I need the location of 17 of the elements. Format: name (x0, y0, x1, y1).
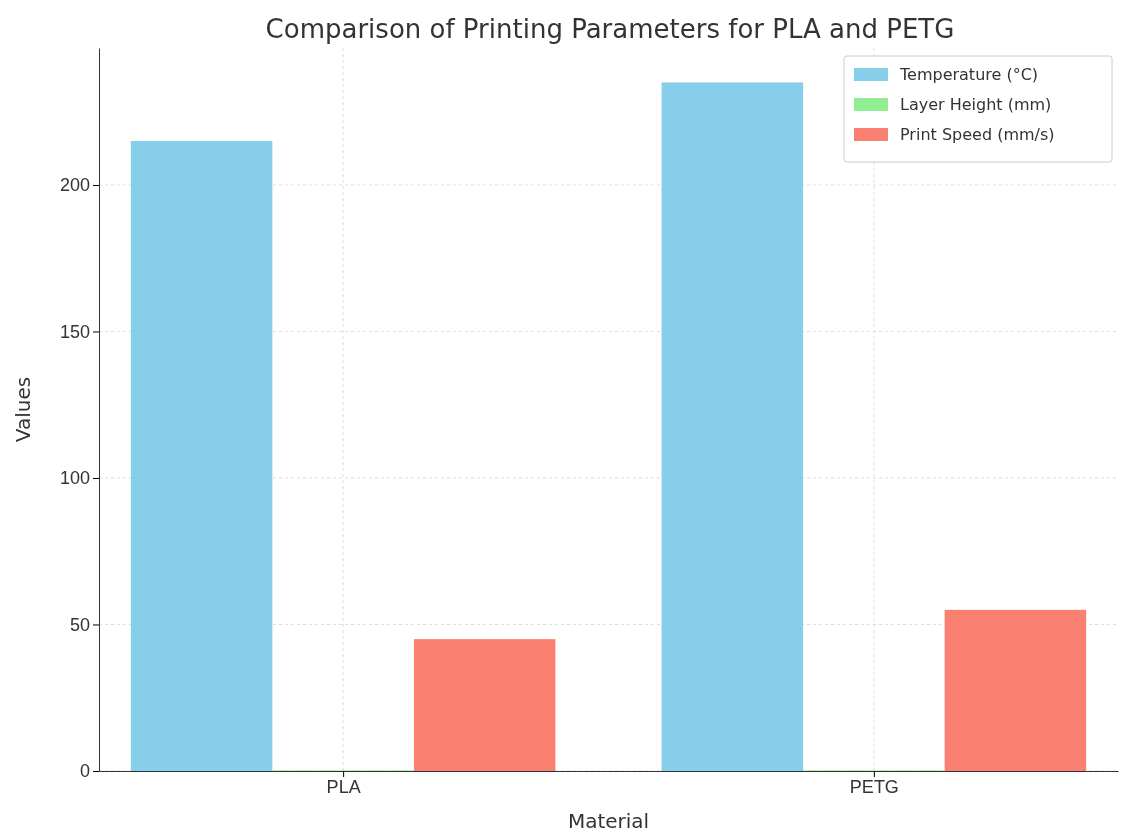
legend-label: Layer Height (mm) (900, 95, 1052, 114)
chart-title: Comparison of Printing Parameters for PLA and PETG (265, 14, 955, 44)
bar (944, 609, 1087, 771)
bar (413, 639, 556, 771)
legend-label: Print Speed (mm/s) (900, 125, 1055, 144)
y-tick-label: 0 (79, 761, 90, 782)
bar (661, 82, 804, 771)
y-tick-label: 100 (59, 468, 90, 489)
y-axis-title: Values (11, 376, 35, 443)
x-tick-label: PETG (849, 776, 899, 797)
bar (130, 141, 273, 771)
legend-label: Temperature (°C) (899, 65, 1039, 84)
x-tick-label: PLA (326, 776, 361, 797)
y-tick-label: 150 (59, 321, 90, 342)
y-tick-label: 200 (59, 175, 90, 196)
x-axis-title: Material (567, 809, 650, 833)
y-tick-label: 50 (69, 614, 90, 635)
